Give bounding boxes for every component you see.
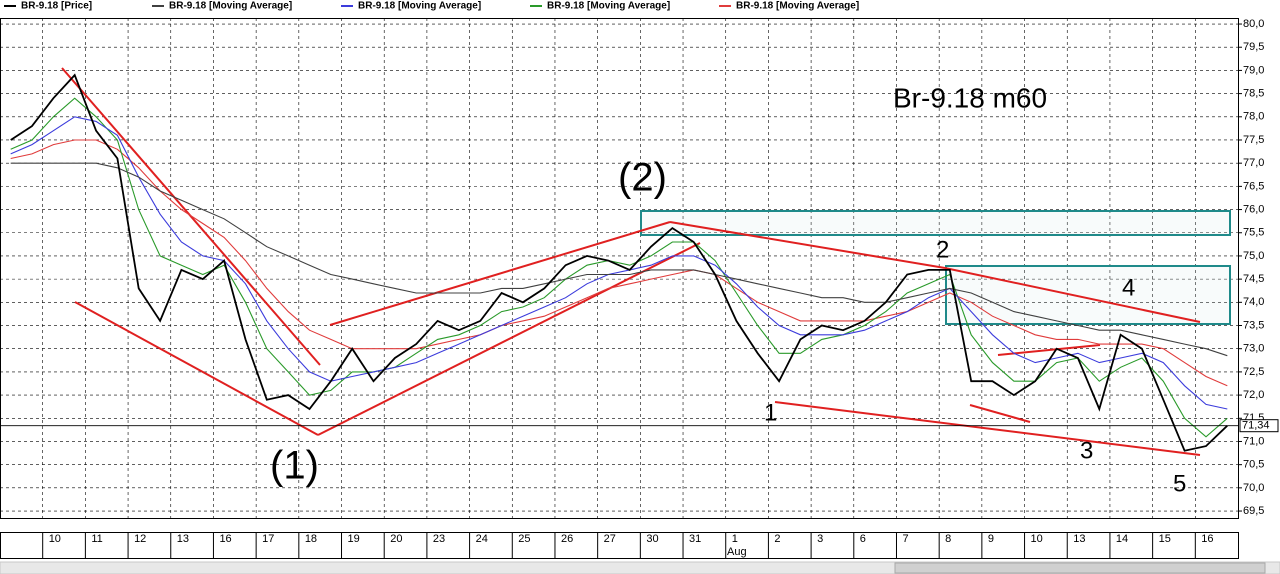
y-tick-label: 74,0	[1243, 296, 1264, 308]
x-tick-label: 27	[604, 533, 616, 545]
trend-line	[74, 301, 319, 436]
x-tick-label: 20	[390, 533, 402, 545]
y-tick-label: 69,5	[1243, 505, 1264, 517]
x-month-label: Aug	[727, 546, 747, 558]
legend-label: BR-9.18 [Moving Average]	[358, 1, 481, 12]
x-tick-label: 15	[1159, 533, 1171, 545]
legend: BR-9.18 [Price] BR-9.18 [Moving Average] B…	[4, 1, 859, 12]
y-tick-label: 80,0	[1243, 18, 1264, 30]
y-tick-label: 73,0	[1243, 343, 1264, 355]
trend-line	[669, 221, 946, 269]
x-tick-label: 16	[219, 533, 231, 545]
resistance-box	[945, 265, 1231, 325]
x-axis-strip	[0, 532, 1239, 559]
x-tick-label: 8	[945, 533, 951, 545]
wave-label: 4	[1122, 274, 1135, 301]
y-tick-label: 75,5	[1243, 227, 1264, 239]
resistance-box	[640, 210, 1231, 236]
series-layer	[10, 73, 1228, 452]
y-tick-label: 72,5	[1243, 366, 1264, 378]
legend-label: BR-9.18 [Moving Average]	[547, 1, 670, 12]
x-tick-label: 13	[177, 533, 189, 545]
x-tick-label: 17	[262, 533, 274, 545]
trend-line	[329, 221, 671, 326]
moving-average-line	[10, 139, 1228, 387]
last-price-box	[1239, 419, 1279, 433]
x-tick-label: 10	[1031, 533, 1043, 545]
x-tick-label: 25	[518, 533, 530, 545]
scrollbar-thumb[interactable]	[894, 562, 1266, 574]
x-tick-label: 24	[476, 533, 488, 545]
x-tick-label: 3	[817, 533, 823, 545]
wave-label: 5	[1173, 470, 1186, 497]
legend-label: BR-9.18 [Moving Average]	[169, 1, 292, 12]
y-tick-label: 70,5	[1243, 459, 1264, 471]
trend-line	[61, 67, 321, 366]
x-tick-label: 31	[689, 533, 701, 545]
y-tick-label: 71,0	[1243, 435, 1264, 447]
last-price-label: 71,34	[1242, 420, 1270, 432]
x-tick-label: 2	[774, 533, 780, 545]
legend-label: BR-9.18 [Moving Average]	[736, 1, 859, 12]
price-line	[10, 73, 1228, 452]
x-tick-label: 16	[1201, 533, 1213, 545]
legend-label: BR-9.18 [Price]	[21, 1, 92, 12]
plot-frame	[0, 18, 1239, 519]
x-tick-label: 30	[646, 533, 658, 545]
trend-line	[944, 267, 1201, 323]
wave-label: 2	[936, 236, 949, 263]
x-tick-label: 18	[305, 533, 317, 545]
x-tick-label: 10	[49, 533, 61, 545]
x-tick-label: 14	[1116, 533, 1128, 545]
y-tick-label: 74,5	[1243, 273, 1264, 285]
x-tick-label: 6	[860, 533, 866, 545]
y-tick-label: 76,0	[1243, 203, 1264, 215]
y-tick-label: 79,5	[1243, 41, 1264, 53]
wave-label: 3	[1080, 437, 1093, 464]
y-tick-label: 72,0	[1243, 389, 1264, 401]
x-tick-label: 11	[91, 533, 102, 545]
y-tick-label: 78,5	[1243, 88, 1264, 100]
wave-label: 1	[764, 399, 777, 426]
x-tick-label: 19	[348, 533, 360, 545]
y-tick-label: 70,0	[1243, 482, 1264, 494]
y-tick-label: 77,0	[1243, 157, 1264, 169]
y-tick-label: 79,0	[1243, 64, 1264, 76]
chart-title: Br-9.18 m60	[893, 82, 1047, 113]
trend-line	[969, 404, 1031, 423]
x-tick-label: 9	[988, 533, 994, 545]
wave-label: (2)	[618, 156, 667, 200]
x-tick-label: 23	[433, 533, 445, 545]
x-tick-label: 26	[561, 533, 573, 545]
annotation-layer	[61, 67, 1231, 456]
moving-average-line	[10, 116, 1228, 410]
x-tick-label: 12	[134, 533, 146, 545]
y-tick-label: 77,5	[1243, 134, 1264, 146]
trend-line	[774, 401, 1201, 456]
y-tick-label: 76,5	[1243, 180, 1264, 192]
x-tick-label: 7	[902, 533, 908, 545]
x-tick-label: 13	[1073, 533, 1085, 545]
y-tick-label: 73,5	[1243, 319, 1264, 331]
trend-line	[317, 242, 701, 436]
x-tick-label: 1	[732, 533, 738, 545]
y-tick-label: 75,0	[1243, 250, 1264, 262]
y-tick-label: 78,0	[1243, 111, 1264, 123]
wave-label: (1)	[270, 444, 319, 488]
moving-average-line	[10, 162, 1228, 357]
